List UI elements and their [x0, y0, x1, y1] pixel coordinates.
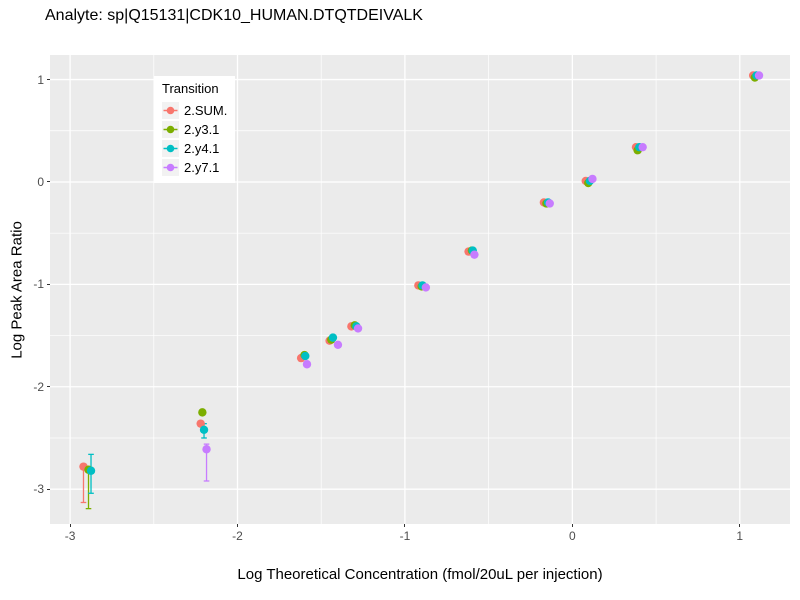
legend: Transition 2.SUM. 2.y3.1 2.y4.1 2.y7.1 — [154, 76, 236, 183]
data-point-2.y7.1 — [638, 142, 647, 152]
data-point-2.y7.1 — [302, 360, 312, 369]
x-tick-label: 0 — [569, 529, 576, 543]
y-axis-title: Log Peak Area Ratio — [8, 221, 26, 359]
legend-item-2.SUM.: 2.SUM. — [162, 101, 227, 120]
data-point-2.y7.1 — [588, 174, 597, 184]
y-tick-label: -3 — [33, 482, 44, 497]
legend-item-2.y7.1: 2.y7.1 — [162, 158, 227, 177]
y-tick-mark — [47, 79, 50, 81]
data-point-2.y7.1 — [470, 250, 479, 259]
data-point-2.y7.1 — [545, 199, 554, 208]
legend-item-2.y4.1: 2.y4.1 — [162, 139, 227, 158]
x-axis-title: Log Theoretical Concentration (fmol/20uL… — [237, 566, 603, 583]
legend-item-label: 2.y3.1 — [184, 122, 220, 137]
data-point-2.y7.1 — [333, 340, 343, 349]
data-point-2.SUM. — [196, 419, 205, 428]
data-point-2.y7.1 — [754, 71, 764, 80]
y-tick-mark — [47, 283, 50, 285]
x-tick-mark — [237, 524, 238, 527]
legend-item-label: 2.SUM. — [184, 103, 228, 118]
data-point-2.y7.1 — [353, 324, 363, 333]
x-tick-mark — [571, 524, 573, 527]
x-tick-label: 1 — [736, 529, 744, 543]
x-tick-mark — [404, 524, 406, 527]
chart-title: Analyte: sp|Q15131|CDK10_HUMAN.DTQTDEIVA… — [45, 7, 423, 24]
data-point-2.y3.1 — [198, 408, 207, 417]
y-tick-label: 1 — [37, 72, 44, 87]
y-tick-mark — [47, 488, 50, 490]
legend-title: Transition — [162, 81, 219, 96]
legend-key-icon — [162, 102, 179, 119]
data-point-2.y7.1 — [202, 445, 211, 454]
legend-item-label: 2.y7.1 — [184, 160, 220, 175]
plot-area — [50, 55, 790, 524]
legend-item-2.y3.1: 2.y3.1 — [162, 120, 227, 139]
data-point-2.y4.1 — [301, 351, 310, 361]
x-tick-label: -1 — [399, 529, 411, 543]
data-point-2.y4.1 — [86, 466, 96, 475]
legend-key-icon — [162, 159, 179, 176]
y-tick-mark — [47, 386, 50, 388]
legend-key-icon — [162, 140, 179, 157]
y-tick-label: -2 — [33, 379, 44, 394]
legend-items: 2.SUM. 2.y3.1 2.y4.1 2.y7.1 — [162, 101, 227, 177]
y-tick-mark — [47, 181, 50, 183]
legend-item-label: 2.y4.1 — [184, 141, 220, 156]
x-tick-label: -2 — [232, 529, 243, 543]
y-tick-label: 0 — [37, 174, 44, 189]
y-tick-label: -1 — [33, 277, 44, 292]
legend-key-icon — [162, 121, 179, 138]
data-point-2.y4.1 — [328, 333, 338, 342]
data-point-2.y7.1 — [421, 283, 431, 292]
x-tick-label: -3 — [64, 529, 76, 543]
x-tick-mark — [739, 524, 741, 527]
data-point-2.y4.1 — [199, 425, 209, 434]
x-tick-mark — [69, 524, 71, 527]
